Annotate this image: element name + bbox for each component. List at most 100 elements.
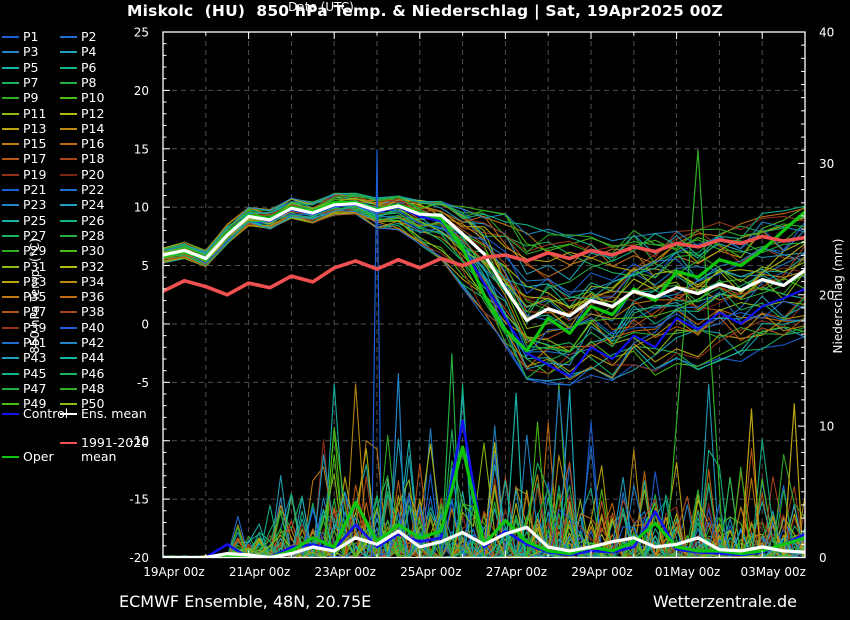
legend-label: P12	[81, 105, 105, 121]
legend-swatch	[60, 311, 77, 314]
legend-swatch	[2, 219, 19, 222]
chart-line	[388, 373, 407, 558]
legend-label: P19	[23, 166, 47, 182]
chart-line	[163, 192, 805, 272]
chart-line	[163, 434, 805, 558]
legend-swatch	[60, 326, 77, 329]
chart-line	[163, 497, 805, 558]
tick-label: 40	[819, 26, 834, 40]
legend-swatch	[60, 387, 77, 390]
legend-label: P33	[23, 273, 47, 289]
legend-label: P7	[23, 74, 39, 90]
legend-label: P48	[81, 380, 105, 396]
legend-swatch	[60, 189, 77, 191]
legend-swatch	[60, 372, 77, 375]
legend-label: 1991-2020	[81, 435, 150, 450]
chart-line	[163, 443, 805, 558]
legend-label: P15	[23, 136, 47, 152]
legend-swatch	[60, 250, 77, 253]
tick-label: 01May 00z	[655, 565, 720, 579]
chart-line	[163, 498, 805, 558]
legend-swatch	[60, 403, 77, 406]
legend-label: P30	[81, 243, 105, 259]
tick-label: 19Apr 00z	[143, 565, 204, 579]
legend-swatch	[60, 357, 77, 360]
tick-label: -20	[129, 551, 149, 565]
legend-label: P38	[81, 304, 105, 320]
legend-label: P49	[23, 396, 47, 412]
legend-label: P42	[81, 335, 105, 350]
chart-line	[163, 525, 805, 558]
legend-swatch	[60, 219, 77, 222]
legend-label: P5	[23, 59, 39, 75]
legend-swatch	[60, 66, 77, 69]
legend-swatch	[60, 296, 77, 299]
chart-line	[163, 512, 805, 558]
legend-label: P37	[23, 304, 47, 320]
tick-label: 29Apr 00z	[571, 565, 632, 579]
legend-swatch	[60, 204, 77, 207]
tick-label: -15	[129, 493, 149, 507]
legend-label: P41	[23, 335, 47, 350]
tick-label: 25Apr 00z	[400, 565, 461, 579]
legend-swatch	[2, 372, 19, 375]
chart-line	[163, 202, 805, 322]
chart-line	[163, 438, 805, 558]
legend-label: P13	[23, 120, 47, 136]
legend-label: P39	[23, 319, 47, 335]
legend-label: mean	[81, 449, 117, 464]
legend-label: P40	[81, 319, 105, 335]
legend-swatch	[60, 413, 77, 415]
tick-label: 21Apr 00z	[229, 565, 290, 579]
legend-swatch	[2, 413, 19, 415]
legend-swatch	[2, 81, 19, 84]
chart-line	[163, 484, 805, 558]
legend-label: Oper	[23, 449, 54, 464]
legend-swatch	[2, 265, 19, 268]
legend-swatch	[2, 189, 19, 191]
chart-line	[163, 234, 805, 297]
legend-label: P28	[81, 227, 105, 243]
tick-label: -5	[137, 376, 149, 390]
legend-label: P24	[81, 197, 105, 213]
legend-swatch	[60, 234, 77, 237]
legend-swatch	[2, 143, 19, 146]
legend-swatch	[2, 311, 19, 314]
legend-swatch	[60, 158, 77, 161]
chart-line	[163, 471, 805, 558]
tick-label: 10	[134, 201, 149, 215]
legend-swatch	[2, 204, 19, 207]
legend-label: P34	[81, 273, 105, 289]
legend-swatch	[2, 403, 19, 406]
legend-swatch	[2, 296, 19, 299]
legend-swatch	[2, 66, 19, 69]
chart-line	[163, 192, 805, 262]
legend-swatch	[2, 326, 19, 329]
chart-line	[163, 487, 805, 558]
legend-label: P32	[81, 258, 105, 274]
legend-swatch	[60, 127, 77, 130]
legend-swatch	[60, 36, 77, 38]
chart-line	[163, 205, 805, 318]
legend-swatch	[2, 127, 19, 130]
legend-label: Control	[23, 406, 69, 421]
legend-label: P20	[81, 166, 105, 182]
tick-label: 03May 00z	[740, 565, 805, 579]
chart-line	[504, 392, 526, 558]
legend-label: P26	[81, 212, 105, 228]
legend-label: P44	[81, 350, 105, 366]
tick-label: 20	[134, 84, 149, 98]
legend-swatch	[2, 280, 19, 283]
legend-label: P45	[23, 365, 47, 381]
legend-label: P6	[81, 59, 97, 75]
legend-label: P25	[23, 212, 47, 228]
legend-label: P14	[81, 120, 105, 136]
chart-line	[440, 353, 462, 558]
legend-label: P50	[81, 396, 105, 412]
legend-swatch	[60, 265, 77, 268]
legend-label: P47	[23, 380, 47, 396]
tick-label: 0	[141, 317, 149, 331]
legend-swatch	[2, 456, 19, 458]
